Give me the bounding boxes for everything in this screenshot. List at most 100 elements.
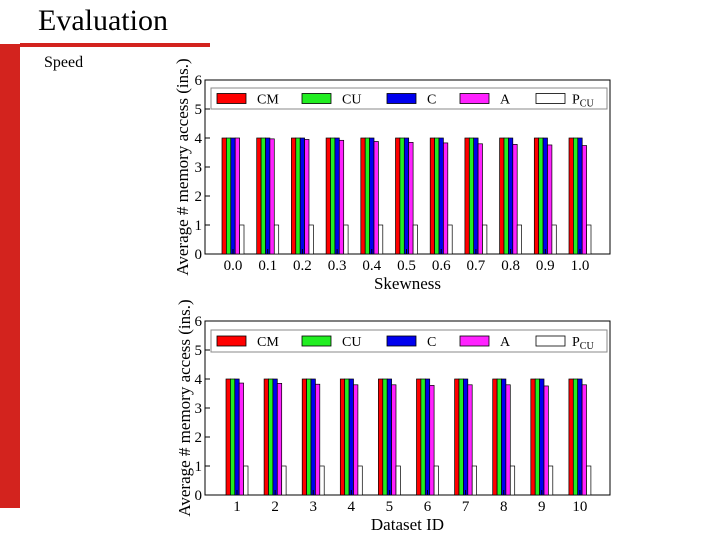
bar-c: [577, 137, 583, 255]
bar-pcu: [243, 465, 249, 496]
bar-pcu: [586, 224, 592, 255]
bar-cm: [454, 378, 460, 496]
bar-c: [310, 378, 316, 496]
bar-cu: [306, 378, 312, 496]
x-tick-label: 0.0: [224, 258, 243, 274]
x-tick-label: 5: [386, 499, 394, 515]
bar-c: [473, 137, 479, 255]
legend-label-subscript: CU: [580, 99, 595, 110]
x-tick-label: 2: [271, 499, 279, 515]
legend-label-subscript: CU: [580, 341, 595, 352]
x-axis-label: Dataset ID: [371, 515, 444, 534]
bar-cm: [221, 137, 227, 255]
legend-label-cu: CU: [342, 335, 361, 350]
bar-a: [581, 384, 587, 496]
bar-cm: [325, 137, 331, 255]
bar-cu: [573, 137, 579, 255]
bar-c: [299, 137, 305, 255]
bar-cu: [330, 137, 336, 255]
y-tick-label: 6: [195, 73, 203, 89]
bar-a: [477, 143, 483, 255]
bar-cm: [530, 378, 536, 496]
bar-c: [348, 378, 354, 496]
bar-cu: [496, 378, 502, 496]
y-tick-label: 0: [195, 488, 203, 504]
legend-label-c: C: [427, 93, 436, 108]
x-tick-label: 1.0: [571, 258, 590, 274]
bar-c: [369, 137, 375, 255]
bar-cm: [492, 378, 498, 496]
bar-cm: [301, 378, 307, 496]
bar-pcu: [273, 224, 280, 255]
bar-a: [543, 385, 549, 496]
x-tick-label: 0.8: [501, 258, 520, 274]
x-axis-label: Skewness: [374, 274, 441, 293]
bar-a: [373, 141, 379, 255]
y-tick-label: 3: [195, 401, 203, 417]
bar-cu: [458, 378, 464, 496]
bar-pcu: [471, 465, 477, 496]
bar-a: [238, 382, 244, 496]
bar-cu: [538, 137, 544, 255]
bar-a: [304, 139, 310, 255]
bar-a: [547, 144, 553, 255]
bar-c: [577, 378, 583, 496]
accent-bar: [0, 44, 20, 508]
y-tick-label: 5: [195, 102, 203, 118]
bar-cu: [230, 378, 236, 496]
x-tick-label: 0.5: [397, 258, 416, 274]
bar-cu: [295, 137, 301, 255]
bar-cu: [468, 137, 475, 255]
bar-pcu: [395, 465, 401, 496]
bar-pcu: [482, 224, 488, 255]
bar-cm: [378, 378, 384, 496]
bar-cu: [399, 137, 405, 255]
y-tick-label: 5: [195, 343, 203, 359]
x-tick-label: 4: [348, 499, 356, 515]
bar-cm: [533, 137, 540, 255]
bar-c: [542, 137, 548, 255]
bar-c: [334, 137, 340, 255]
bar-pcu: [357, 465, 363, 496]
x-tick-label: 8: [500, 499, 508, 515]
bar-pcu: [586, 465, 592, 496]
bar-a: [338, 139, 345, 255]
legend-label-cm: CM: [257, 335, 279, 350]
y-tick-label: 6: [195, 314, 203, 330]
legend-swatch-cm: [216, 93, 247, 104]
y-tick-label: 0: [195, 247, 203, 263]
bar-pcu: [308, 224, 314, 255]
bar-cm: [360, 137, 366, 255]
legend-swatch-pcu: [535, 93, 566, 104]
legend-swatch-c: [386, 93, 417, 104]
bar-cm: [429, 137, 435, 255]
x-tick-label: 9: [538, 499, 546, 515]
y-tick-label: 1: [195, 218, 203, 234]
bar-pcu: [319, 465, 325, 496]
bar-a: [353, 384, 359, 496]
bar-cm: [256, 137, 262, 255]
bar-pcu: [548, 465, 554, 496]
legend-swatch-c: [386, 335, 417, 347]
bar-a: [408, 142, 414, 255]
x-tick-label: 0.6: [432, 258, 451, 274]
y-tick-label: 3: [195, 160, 203, 176]
bar-cm: [464, 137, 470, 255]
bar-cu: [344, 378, 350, 496]
y-tick-label: 4: [195, 131, 203, 147]
bar-cu: [382, 378, 388, 496]
bar-cu: [572, 378, 579, 496]
bar-c: [501, 378, 507, 496]
bar-c: [265, 137, 271, 255]
bar-cm: [291, 137, 297, 255]
bar-c: [386, 378, 392, 496]
bar-c: [230, 137, 236, 255]
y-axis-label: Average # memory access (ins.): [173, 58, 192, 275]
x-tick-label: 0.9: [536, 258, 555, 274]
bar-cm: [568, 378, 574, 496]
bar-a: [505, 384, 511, 496]
bar-c: [463, 378, 469, 496]
bar-c: [438, 137, 444, 255]
